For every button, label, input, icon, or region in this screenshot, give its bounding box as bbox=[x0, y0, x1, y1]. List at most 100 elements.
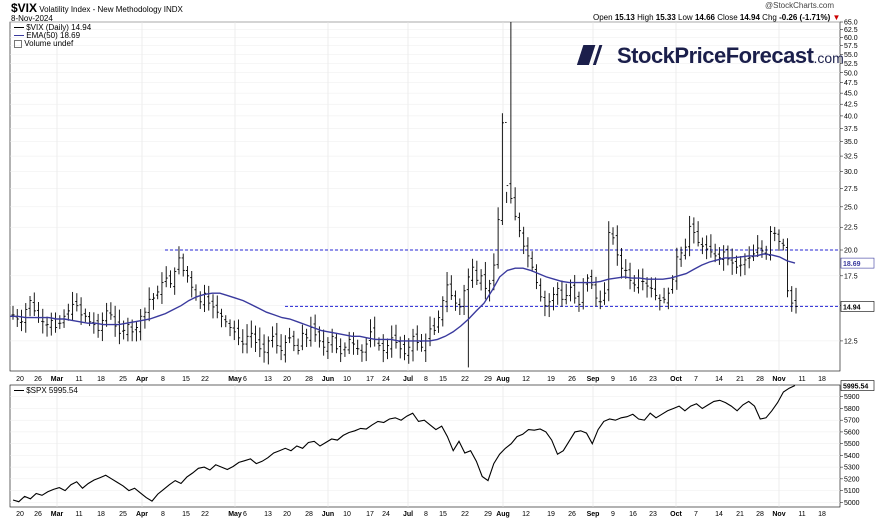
vix-x-tick-label: 18 bbox=[97, 376, 105, 383]
vix-x-tick-label: 11 bbox=[75, 376, 82, 383]
vix-y-tick-label: 35.0 bbox=[844, 139, 858, 146]
vix-x-tick-label: 8 bbox=[161, 376, 165, 383]
ohlc-bar bbox=[628, 262, 632, 290]
ohlc-bar bbox=[130, 319, 134, 342]
ohlc-bar bbox=[573, 274, 577, 304]
spx-last-value-tag: 5995.54 bbox=[840, 380, 875, 391]
spx-y-tick-label: 5700 bbox=[844, 418, 860, 425]
spx-x-tick-label: Jun bbox=[322, 511, 334, 518]
spx-x-tick-label: 26 bbox=[568, 511, 576, 518]
spx-x-tick-label: 26 bbox=[34, 511, 42, 518]
legend-vix-label: $VIX (Daily) 14.94 bbox=[26, 23, 92, 32]
ohlc-bar bbox=[577, 291, 581, 312]
spx-x-tick-label: 14 bbox=[715, 511, 723, 518]
spx-x-tick-label: 23 bbox=[649, 511, 657, 518]
spx-y-tick-label: 5500 bbox=[844, 441, 860, 448]
ohlc-bar bbox=[156, 285, 160, 300]
vix-x-tick-label: 28 bbox=[305, 376, 313, 383]
ohlc-bar bbox=[530, 251, 534, 272]
logo-domain: .com bbox=[813, 50, 844, 66]
ohlc-bar bbox=[109, 302, 113, 320]
ohlc-bar bbox=[734, 255, 739, 274]
spx-price-line bbox=[12, 385, 796, 503]
spx-x-tick-label: 16 bbox=[629, 511, 637, 518]
spx-x-tick-label: 17 bbox=[366, 511, 374, 518]
ohlc-bar bbox=[462, 284, 466, 316]
ohlc-bar bbox=[666, 287, 670, 310]
spx-x-tick-label: 28 bbox=[756, 511, 764, 518]
vix-y-tick-label: 55.0 bbox=[844, 52, 858, 59]
vix-y-tick-label: 47.5 bbox=[844, 80, 858, 87]
vix-x-tick-label: 12 bbox=[522, 376, 530, 383]
ohlc-bar bbox=[41, 308, 45, 334]
spx-y-tick-label: 5400 bbox=[844, 453, 860, 460]
vix-y-tick-label: 45.0 bbox=[844, 91, 858, 98]
ohlc-bar bbox=[675, 247, 679, 290]
ohlc-bar bbox=[202, 284, 207, 313]
ohlc-bar bbox=[441, 296, 445, 327]
vix-x-tick-label: 18 bbox=[818, 376, 826, 383]
ohlc-bar bbox=[739, 256, 743, 277]
spx-x-tick-label: Oct bbox=[670, 511, 682, 518]
ohlc-bar bbox=[270, 326, 275, 348]
vix-x-tick-label: 10 bbox=[343, 376, 351, 383]
vix-x-tick-label: 20 bbox=[16, 376, 24, 383]
vix-x-tick-label: Oct bbox=[670, 376, 682, 383]
vix-y-tick-label: 12.5 bbox=[844, 338, 858, 345]
vix-x-tick-label: 25 bbox=[119, 376, 127, 383]
ohlc-bar bbox=[602, 282, 607, 305]
vix-x-tick-label: 9 bbox=[611, 376, 615, 383]
ohlc-bar bbox=[232, 320, 236, 341]
ohlc-bar bbox=[756, 235, 760, 258]
spx-x-tick-label: 18 bbox=[818, 511, 826, 518]
vix-x-tick-label: 13 bbox=[264, 376, 272, 383]
ohlc-bar bbox=[147, 287, 151, 322]
vix-x-tick-label: Jul bbox=[403, 376, 413, 383]
vix-x-tick-label: 7 bbox=[694, 376, 698, 383]
ohlc-bar bbox=[547, 293, 551, 318]
vix-x-tick-label: 11 bbox=[798, 376, 805, 383]
spx-x-tick-label: 8 bbox=[161, 511, 165, 518]
spx-x-tick-label: 20 bbox=[283, 511, 291, 518]
spx-x-tick-label: 13 bbox=[264, 511, 272, 518]
ohlc-summary: Open 15.13 High 15.33 Low 14.66 Close 14… bbox=[593, 13, 840, 22]
exchange: INDX bbox=[163, 5, 183, 14]
spx-x-tick-label: 19 bbox=[547, 511, 555, 518]
ohlc-bar bbox=[117, 309, 121, 345]
ohlc-bar bbox=[11, 305, 15, 320]
ohlc-bar bbox=[390, 325, 394, 358]
ohlc-bar bbox=[28, 296, 32, 317]
ohlc-bar bbox=[496, 207, 500, 269]
vix-x-tick-label: 20 bbox=[283, 376, 291, 383]
ohlc-bar bbox=[794, 287, 798, 314]
spx-x-tick-label: Apr bbox=[136, 511, 148, 518]
legend-ema: EMA(50) 18.69 bbox=[14, 31, 80, 40]
ohlc-bar bbox=[105, 302, 109, 327]
ohlc-bar bbox=[70, 291, 75, 321]
ohlc-bar bbox=[228, 319, 232, 337]
ohlc-bar bbox=[785, 238, 790, 298]
logo-main: StockPriceForecast bbox=[617, 43, 814, 68]
ohlc-bar bbox=[556, 282, 560, 305]
spx-legend-icon bbox=[14, 390, 24, 392]
spx-gridlines bbox=[10, 385, 840, 507]
vix-x-tick-label: 23 bbox=[649, 376, 657, 383]
vix-y-tick-label: 42.5 bbox=[844, 102, 858, 109]
ema-value-tag-text: 18.69 bbox=[843, 261, 861, 268]
ohlc-bar bbox=[385, 338, 390, 360]
spx-y-tick-label: 5300 bbox=[844, 465, 860, 472]
close-label: Close bbox=[717, 13, 738, 22]
ohlc-bar bbox=[619, 247, 624, 279]
ohlc-bar bbox=[658, 294, 662, 311]
ohlc-bar bbox=[624, 259, 628, 279]
ohlc-bar bbox=[296, 338, 300, 355]
logo: StockPriceForecast.com bbox=[617, 43, 844, 69]
ohlc-bar bbox=[751, 244, 756, 262]
vix-x-tick-label: 21 bbox=[736, 376, 744, 383]
ohlc-bar bbox=[334, 333, 339, 354]
ohlc-bar bbox=[747, 246, 751, 269]
ohlc-bar bbox=[598, 290, 602, 310]
spx-y-tick-label: 5600 bbox=[844, 429, 860, 436]
ohlc-bar bbox=[126, 317, 130, 342]
ohlc-bar bbox=[453, 290, 458, 311]
